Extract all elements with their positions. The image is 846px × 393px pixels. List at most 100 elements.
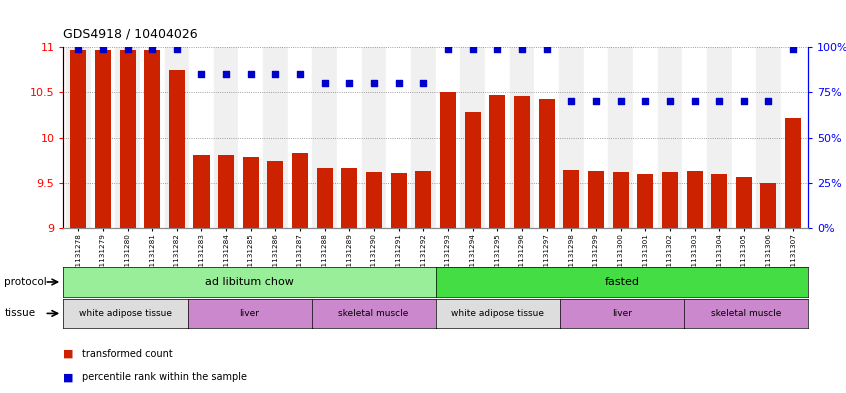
- Bar: [267, 161, 283, 228]
- Point: [170, 46, 184, 52]
- Bar: [514, 96, 530, 228]
- Text: fasted: fasted: [604, 277, 640, 287]
- Bar: [584, 47, 608, 228]
- Bar: [140, 47, 164, 228]
- Bar: [460, 47, 485, 228]
- Point: [564, 98, 578, 105]
- Bar: [608, 47, 633, 228]
- Point: [466, 46, 480, 52]
- Bar: [366, 172, 382, 228]
- Bar: [535, 47, 559, 228]
- Bar: [509, 47, 535, 228]
- Point: [540, 46, 553, 52]
- Bar: [239, 47, 263, 228]
- Point: [416, 80, 430, 86]
- Bar: [312, 47, 337, 228]
- Point: [491, 46, 504, 52]
- Bar: [756, 47, 781, 228]
- Point: [712, 98, 726, 105]
- Text: ad libitum chow: ad libitum chow: [205, 277, 294, 287]
- Bar: [736, 177, 752, 228]
- Point: [761, 98, 775, 105]
- Bar: [66, 47, 91, 228]
- Bar: [559, 47, 584, 228]
- Text: white adipose tissue: white adipose tissue: [79, 309, 172, 318]
- Bar: [316, 168, 332, 228]
- Bar: [732, 47, 756, 228]
- Point: [121, 46, 135, 52]
- Bar: [95, 50, 111, 228]
- Bar: [91, 47, 115, 228]
- Text: skeletal muscle: skeletal muscle: [338, 309, 409, 318]
- Bar: [342, 168, 357, 228]
- Text: ■: ■: [63, 372, 74, 382]
- Text: protocol: protocol: [4, 277, 47, 287]
- Bar: [662, 172, 678, 228]
- Point: [442, 46, 455, 52]
- Bar: [415, 171, 431, 228]
- Bar: [214, 47, 239, 228]
- Point: [589, 98, 602, 105]
- Point: [515, 46, 529, 52]
- Point: [663, 98, 677, 105]
- Point: [318, 80, 332, 86]
- Point: [737, 98, 750, 105]
- Point: [367, 80, 381, 86]
- Bar: [243, 156, 259, 228]
- Bar: [436, 47, 460, 228]
- Bar: [707, 47, 732, 228]
- Point: [244, 71, 257, 77]
- Bar: [263, 47, 288, 228]
- Bar: [489, 95, 505, 228]
- Bar: [362, 47, 387, 228]
- Point: [146, 46, 159, 52]
- Bar: [115, 47, 140, 228]
- Point: [269, 71, 283, 77]
- Bar: [613, 172, 629, 228]
- Bar: [563, 170, 580, 228]
- Bar: [411, 47, 436, 228]
- Text: transformed count: transformed count: [82, 349, 173, 359]
- Bar: [781, 47, 805, 228]
- Bar: [785, 118, 801, 228]
- Bar: [292, 153, 308, 228]
- Point: [343, 80, 356, 86]
- Bar: [387, 47, 411, 228]
- Bar: [588, 171, 604, 228]
- Bar: [190, 47, 214, 228]
- Text: GDS4918 / 10404026: GDS4918 / 10404026: [63, 28, 198, 40]
- Bar: [119, 50, 135, 228]
- Point: [219, 71, 233, 77]
- Bar: [194, 155, 210, 228]
- Point: [195, 71, 208, 77]
- Text: liver: liver: [612, 309, 632, 318]
- Point: [787, 46, 800, 52]
- Point: [614, 98, 628, 105]
- Text: skeletal muscle: skeletal muscle: [711, 309, 781, 318]
- Point: [96, 46, 110, 52]
- Text: ■: ■: [63, 349, 74, 359]
- Bar: [288, 47, 312, 228]
- Bar: [164, 47, 190, 228]
- Bar: [711, 174, 728, 228]
- Bar: [464, 112, 481, 228]
- Bar: [761, 183, 777, 228]
- Bar: [440, 92, 456, 228]
- Bar: [337, 47, 362, 228]
- Point: [294, 71, 307, 77]
- Bar: [637, 174, 653, 228]
- Text: tissue: tissue: [4, 309, 36, 318]
- Point: [71, 46, 85, 52]
- Text: white adipose tissue: white adipose tissue: [451, 309, 544, 318]
- Bar: [682, 47, 707, 228]
- Bar: [539, 99, 555, 228]
- Text: percentile rank within the sample: percentile rank within the sample: [82, 372, 247, 382]
- Text: liver: liver: [239, 309, 260, 318]
- Point: [688, 98, 701, 105]
- Bar: [144, 50, 160, 228]
- Bar: [633, 47, 657, 228]
- Bar: [657, 47, 682, 228]
- Bar: [686, 171, 702, 228]
- Bar: [70, 50, 86, 228]
- Point: [639, 98, 652, 105]
